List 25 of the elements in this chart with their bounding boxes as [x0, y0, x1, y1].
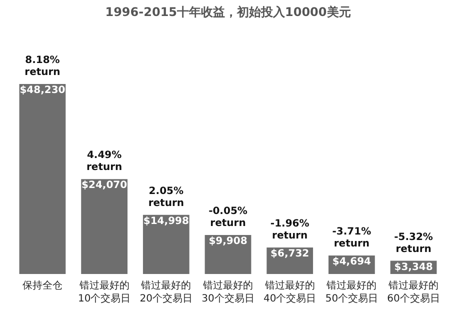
x-tick-label: 错过最好的 40个交易日 [263, 280, 316, 304]
annotation: -3.71% return [332, 226, 372, 250]
data-label: $14,998 [143, 216, 189, 227]
data-label: $24,070 [82, 180, 128, 192]
bar [142, 214, 190, 274]
annotation: 8.18% return [24, 55, 60, 78]
data-label: $4,694 [332, 256, 372, 268]
x-tick-label: 错过最好的 60个交易日 [387, 280, 440, 304]
data-label: $6,732 [270, 248, 310, 260]
x-tick-label: 保持全仓 [22, 280, 62, 292]
data-label: $9,908 [208, 236, 248, 247]
data-label: $3,348 [394, 262, 433, 273]
annotation: -5.32% return [394, 232, 433, 255]
annotation: -0.05% return [208, 206, 248, 229]
x-tick-label: 错过最好的 20个交易日 [140, 280, 193, 304]
annotation: 2.05% return [148, 186, 184, 209]
x-tick-label: 错过最好的 30个交易日 [202, 280, 254, 304]
annotation: -1.96% return [270, 218, 310, 242]
x-tick-label: 错过最好的 10个交易日 [78, 280, 131, 304]
bar [19, 84, 66, 274]
annotation: 4.49% return [86, 150, 122, 174]
chart-title: 1996-2015十年收益，初始投入10000美元 [105, 5, 351, 19]
bar [81, 179, 128, 274]
data-label: $48,230 [20, 85, 66, 96]
x-tick-label: 错过最好的 50个交易日 [325, 280, 378, 304]
